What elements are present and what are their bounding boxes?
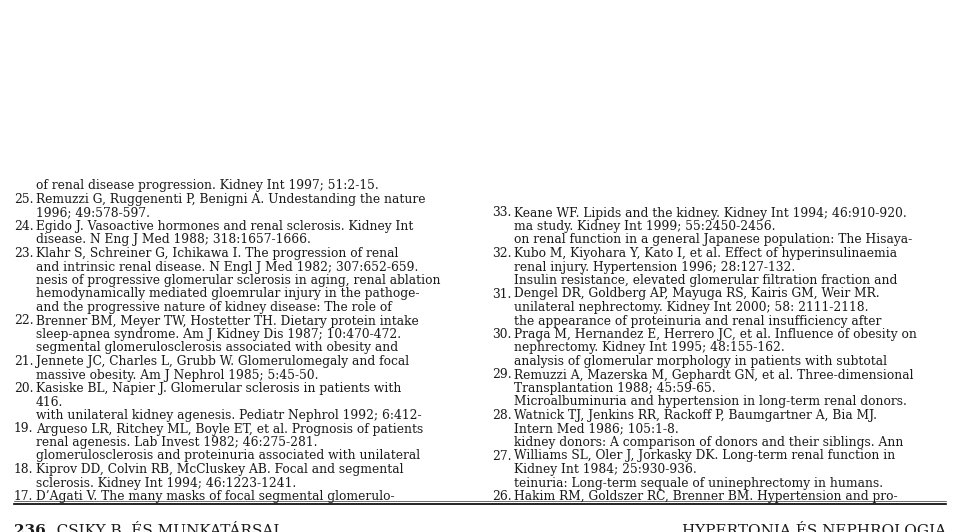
Text: Keane WF. Lipids and the kidney. Kidney Int 1994; 46:910-920.: Keane WF. Lipids and the kidney. Kidney … [514, 206, 907, 220]
Text: kidney donors: A comparison of donors and their siblings. Ann: kidney donors: A comparison of donors an… [514, 436, 903, 449]
Text: Remuzzi G, Ruggenenti P, Benigni A. Undestanding the nature: Remuzzi G, Ruggenenti P, Benigni A. Unde… [36, 193, 425, 206]
Text: 29.: 29. [492, 369, 512, 381]
Text: the appearance of proteinuria and renal insufficiency after: the appearance of proteinuria and renal … [514, 314, 881, 328]
Text: and intrinsic renal disease. N Engl J Med 1982; 307:652-659.: and intrinsic renal disease. N Engl J Me… [36, 261, 419, 273]
Text: 25.: 25. [14, 193, 34, 206]
Text: 23.: 23. [14, 247, 34, 260]
Text: Kubo M, Kiyohara Y, Kato I, et al. Effect of hyperinsulinaemia: Kubo M, Kiyohara Y, Kato I, et al. Effec… [514, 247, 898, 260]
Text: 31.: 31. [492, 287, 512, 301]
Text: analysis of glomerular morphology in patients with subtotal: analysis of glomerular morphology in pat… [514, 355, 887, 368]
Text: 1996; 49:578-597.: 1996; 49:578-597. [36, 206, 150, 220]
Text: 236: 236 [14, 524, 46, 532]
Text: Praga M, Hernandez E, Herrero JC, et al. Influence of obesity on: Praga M, Hernandez E, Herrero JC, et al.… [514, 328, 917, 341]
Text: Kasiske BL, Napier J. Glomerular sclerosis in patients with: Kasiske BL, Napier J. Glomerular scleros… [36, 382, 401, 395]
Text: on renal function in a general Japanese population: The Hisaya-: on renal function in a general Japanese … [514, 234, 912, 246]
Text: segmental glomerulosclerosis associated with obesity and: segmental glomerulosclerosis associated … [36, 342, 398, 354]
Text: Remuzzi A, Mazerska M, Gephardt GN, et al. Three-dimensional: Remuzzi A, Mazerska M, Gephardt GN, et a… [514, 369, 914, 381]
Text: Kiprov DD, Colvin RB, McCluskey AB. Focal and segmental: Kiprov DD, Colvin RB, McCluskey AB. Foca… [36, 463, 403, 476]
Text: Watnick TJ, Jenkins RR, Rackoff P, Baumgartner A, Bia MJ.: Watnick TJ, Jenkins RR, Rackoff P, Baumg… [514, 409, 877, 422]
Text: 19.: 19. [14, 422, 34, 436]
Text: 24.: 24. [14, 220, 34, 233]
Text: 21.: 21. [14, 355, 34, 368]
Text: disease. N Eng J Med 1988; 318:1657-1666.: disease. N Eng J Med 1988; 318:1657-1666… [36, 234, 311, 246]
Text: Williams SL, Oler J, Jorkasky DK. Long-term renal function in: Williams SL, Oler J, Jorkasky DK. Long-t… [514, 450, 896, 462]
Text: 17.: 17. [14, 490, 34, 503]
Text: sleep-apnea syndrome. Am J Kidney Dis 1987; 10:470-472.: sleep-apnea syndrome. Am J Kidney Dis 19… [36, 328, 401, 341]
Text: Transplantation 1988; 45:59-65.: Transplantation 1988; 45:59-65. [514, 382, 715, 395]
Text: Dengel DR, Goldberg AP, Mayuga RS, Kairis GM, Weir MR.: Dengel DR, Goldberg AP, Mayuga RS, Kairi… [514, 287, 879, 301]
Text: Intern Med 1986; 105:1-8.: Intern Med 1986; 105:1-8. [514, 422, 679, 436]
Text: Kidney Int 1984; 25:930-936.: Kidney Int 1984; 25:930-936. [514, 463, 697, 476]
Text: nephrectomy. Kidney Int 1995; 48:155-162.: nephrectomy. Kidney Int 1995; 48:155-162… [514, 342, 784, 354]
Text: Brenner BM, Meyer TW, Hostetter TH. Dietary protein intake: Brenner BM, Meyer TW, Hostetter TH. Diet… [36, 314, 419, 328]
Text: ma study. Kidney Int 1999; 55:2450-2456.: ma study. Kidney Int 1999; 55:2450-2456. [514, 220, 776, 233]
Text: hemodynamically mediated gloemrular injury in the pathoge-: hemodynamically mediated gloemrular inju… [36, 287, 420, 301]
Text: 22.: 22. [14, 314, 34, 328]
Text: Argueso LR, Ritchey ML, Boyle ET, et al. Prognosis of patients: Argueso LR, Ritchey ML, Boyle ET, et al.… [36, 422, 423, 436]
Text: 26.: 26. [492, 490, 512, 503]
Text: 27.: 27. [492, 450, 512, 462]
Text: 33.: 33. [492, 206, 512, 220]
Text: Microalbuminuria and hypertension in long-term renal donors.: Microalbuminuria and hypertension in lon… [514, 395, 907, 409]
Text: and the progressive nature of kidney disease: The role of: and the progressive nature of kidney dis… [36, 301, 392, 314]
Text: renal agenesis. Lab Invest 1982; 46:275-281.: renal agenesis. Lab Invest 1982; 46:275-… [36, 436, 318, 449]
Text: Insulin resistance, elevated glomerular filtration fraction and: Insulin resistance, elevated glomerular … [514, 274, 898, 287]
Text: unilateral nephrectomy. Kidney Int 2000; 58: 2111-2118.: unilateral nephrectomy. Kidney Int 2000;… [514, 301, 869, 314]
Text: with unilateral kidney agenesis. Pediatr Nephrol 1992; 6:412-: with unilateral kidney agenesis. Pediatr… [36, 409, 421, 422]
Text: 28.: 28. [492, 409, 512, 422]
Text: glomerulosclerosis and proteinuria associated with unilateral: glomerulosclerosis and proteinuria assoc… [36, 450, 420, 462]
Text: Egido J. Vasoactive hormones and renal sclerosis. Kidney Int: Egido J. Vasoactive hormones and renal s… [36, 220, 414, 233]
Text: 20.: 20. [14, 382, 34, 395]
Text: teinuria: Long-term sequale of uninephrectomy in humans.: teinuria: Long-term sequale of uninephre… [514, 477, 883, 489]
Text: of renal disease progression. Kidney Int 1997; 51:2-15.: of renal disease progression. Kidney Int… [36, 179, 379, 193]
Text: HYPERTONIA ÉS NEPHROLOGIA: HYPERTONIA ÉS NEPHROLOGIA [682, 524, 946, 532]
Text: 32.: 32. [492, 247, 512, 260]
Text: Hakim RM, Goldszer RC, Brenner BM. Hypertension and pro-: Hakim RM, Goldszer RC, Brenner BM. Hyper… [514, 490, 898, 503]
Text: massive obesity. Am J Nephrol 1985; 5:45-50.: massive obesity. Am J Nephrol 1985; 5:45… [36, 369, 319, 381]
Text: 416.: 416. [36, 395, 63, 409]
Text: 30.: 30. [492, 328, 512, 341]
Text: CSIKY B. ÉS MUNKATÁRSAI: CSIKY B. ÉS MUNKATÁRSAI [42, 524, 279, 532]
Text: nesis of progressive glomerular sclerosis in aging, renal ablation: nesis of progressive glomerular sclerosi… [36, 274, 441, 287]
Text: sclerosis. Kidney Int 1994; 46:1223-1241.: sclerosis. Kidney Int 1994; 46:1223-1241… [36, 477, 297, 489]
Text: Klahr S, Schreiner G, Ichikawa I. The progression of renal: Klahr S, Schreiner G, Ichikawa I. The pr… [36, 247, 398, 260]
Text: renal injury. Hypertension 1996; 28:127-132.: renal injury. Hypertension 1996; 28:127-… [514, 261, 795, 273]
Text: 18.: 18. [14, 463, 34, 476]
Text: D’Agati V. The many masks of focal segmental glomerulo-: D’Agati V. The many masks of focal segme… [36, 490, 395, 503]
Text: Jennete JC, Charles L, Grubb W. Glomerulomegaly and focal: Jennete JC, Charles L, Grubb W. Glomerul… [36, 355, 409, 368]
